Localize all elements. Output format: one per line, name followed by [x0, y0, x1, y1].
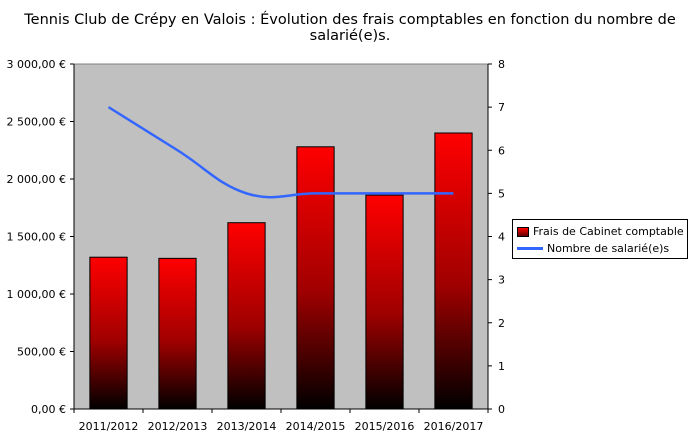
bar-2011/2012 — [89, 256, 128, 410]
right-tick-label: 1 — [498, 360, 505, 373]
x-tick-label: 2013/2014 — [217, 420, 277, 433]
x-tick-label: 2015/2016 — [355, 420, 415, 433]
left-tick-label: 1 500,00 € — [7, 231, 66, 244]
legend-item-line: Nombre de salarié(e)s — [517, 242, 669, 255]
line-series-salaries — [107, 106, 454, 199]
x-tick-label: 2014/2015 — [286, 420, 346, 433]
chart-title: Tennis Club de Crépy en Valois : Évoluti… — [24, 12, 676, 44]
bar-2012/2013 — [158, 257, 197, 410]
x-tick-label: 2012/2013 — [148, 420, 208, 433]
x-tick-label: 2016/2017 — [424, 420, 484, 433]
right-tick-label: 0 — [498, 403, 505, 416]
right-tick-label: 6 — [498, 144, 505, 157]
legend-label-line: Nombre de salarié(e)s — [547, 242, 670, 255]
left-tick-label: 3 000,00 € — [7, 58, 66, 71]
legend: Frais de Cabinet comptable Nombre de sal… — [512, 219, 688, 259]
x-tick-label: 2011/2012 — [79, 420, 139, 433]
left-tick-label: 0,00 € — [31, 403, 66, 416]
left-tick-label: 500,00 € — [17, 346, 66, 359]
bar-2013/2014 — [227, 222, 266, 410]
right-tick-label: 3 — [498, 274, 505, 287]
legend-swatch-line — [517, 247, 543, 250]
right-tick-label: 7 — [498, 101, 505, 114]
right-tick-label: 5 — [498, 187, 505, 200]
left-tick-label: 2 500,00 € — [7, 116, 66, 129]
right-tick-label: 2 — [498, 317, 505, 330]
legend-item-bars: Frais de Cabinet comptable — [517, 225, 684, 238]
plot-area — [73, 63, 489, 410]
bar-2014/2015 — [296, 146, 335, 410]
left-tick-label: 2 000,00 € — [7, 173, 66, 186]
right-tick-label: 8 — [498, 58, 505, 71]
left-tick-label: 1 000,00 € — [7, 288, 66, 301]
bar-2015/2016 — [365, 194, 404, 410]
legend-swatch-bars — [517, 226, 529, 237]
bar-2016/2017 — [434, 132, 473, 410]
legend-label-bars: Frais de Cabinet comptable — [533, 225, 684, 238]
right-tick-label: 4 — [498, 231, 505, 244]
